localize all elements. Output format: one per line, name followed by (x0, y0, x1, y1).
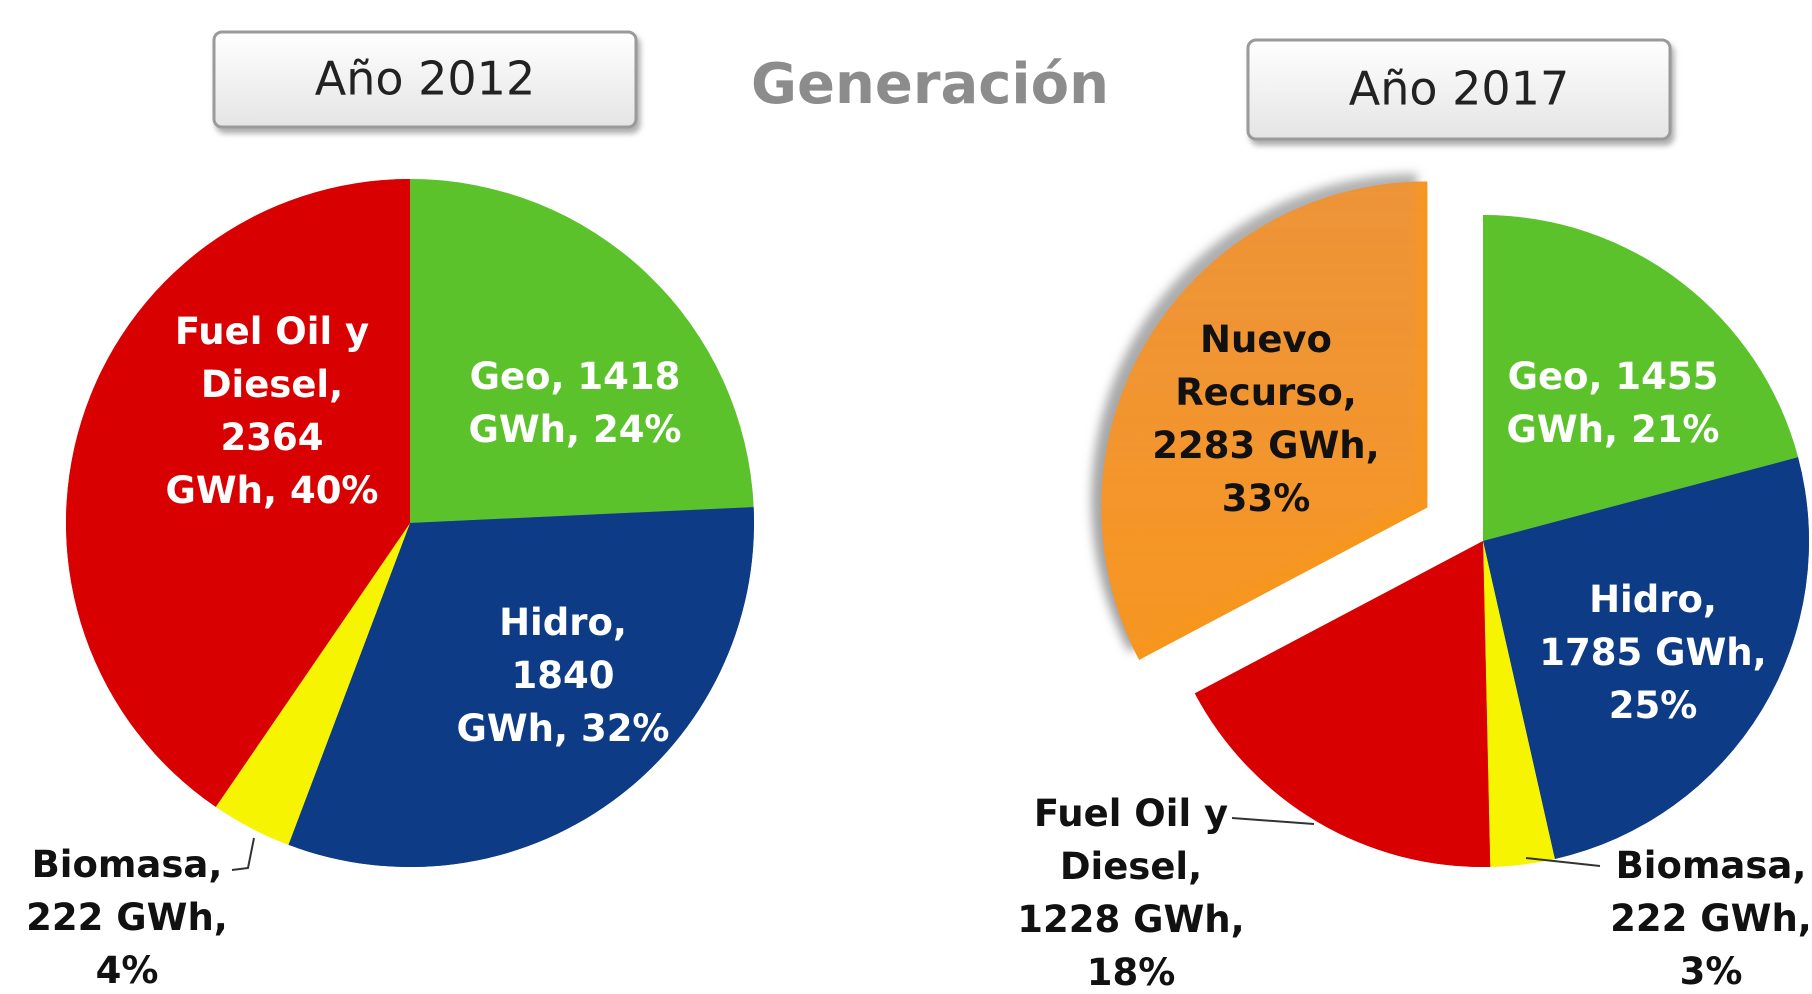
data-label: Hidro, 1840 GWh, 32% (456, 601, 669, 750)
data-label: Biomasa, 222 GWh, 4% (26, 843, 228, 992)
data-label: Fuel Oil y Diesel, 2364 GWh, 40% (165, 310, 378, 512)
data-label-line: Hidro, (499, 601, 627, 644)
data-label: Geo, 1418 GWh, 24% (468, 355, 681, 451)
leader-line (1231, 817, 1315, 825)
leader-line (231, 837, 255, 871)
data-label-line: Fuel Oil y (1034, 792, 1228, 835)
data-label-line: GWh, 24% (468, 408, 681, 451)
data-label-line: 25% (1609, 684, 1698, 727)
pie-slice (1483, 215, 1799, 541)
data-label: Biomasa, 222 GWh, 3% (1610, 844, 1812, 993)
data-label-line: Geo, 1418 (470, 355, 681, 398)
data-label-line: GWh, 40% (165, 469, 378, 512)
data-label-line: 222 GWh, (26, 896, 228, 939)
data-label-line: 18% (1087, 951, 1176, 994)
main-title: Generación (751, 52, 1109, 117)
data-label-line: Fuel Oil y (175, 310, 369, 353)
data-label-line: Geo, 1455 (1508, 355, 1719, 398)
pie-slice (1194, 541, 1491, 868)
data-label-line: 3% (1680, 950, 1743, 993)
data-label: Geo, 1455 GWh, 21% (1506, 355, 1719, 451)
pie-slice (215, 523, 410, 845)
data-label-line: Biomasa, (32, 843, 223, 886)
pie-slice (288, 507, 754, 868)
data-label-line: 1785 GWh, (1539, 631, 1766, 674)
data-label-line: 222 GWh, (1610, 897, 1812, 940)
title-box (1246, 38, 1672, 141)
data-label: Fuel Oil y Diesel, 1228 GWh, 18% (1017, 792, 1244, 994)
data-label-line: Recurso, (1175, 371, 1357, 414)
data-label-line: 33% (1222, 477, 1311, 520)
leader-line (1525, 857, 1601, 867)
data-label-line: Nuevo (1200, 318, 1332, 361)
data-label-line: 4% (96, 949, 159, 992)
data-label-line: 2283 GWh, (1152, 424, 1379, 467)
pie-slice (1483, 457, 1809, 859)
data-label-line: 1840 (512, 654, 615, 697)
data-label-line: Hidro, (1589, 578, 1717, 621)
chart-title: Año 2017 (1349, 62, 1569, 116)
data-label-line: GWh, 21% (1506, 408, 1719, 451)
title-box (212, 30, 638, 129)
pie-slice (1483, 541, 1555, 867)
data-label-line: GWh, 32% (456, 707, 669, 750)
pie-slice (410, 179, 754, 523)
data-label: Nuevo Recurso, 2283 GWh, 33% (1152, 318, 1379, 520)
data-label-line: 2364 (221, 416, 324, 459)
pie-slice (65, 179, 410, 807)
data-label-line: 1228 GWh, (1017, 898, 1244, 941)
data-label-line: Biomasa, (1616, 844, 1807, 887)
data-label-line: Diesel, (201, 363, 343, 406)
data-label: Hidro, 1785 GWh, 25% (1539, 578, 1766, 727)
chart-title: Año 2012 (315, 52, 535, 106)
pie-slice (1101, 181, 1428, 660)
data-label-line: Diesel, (1060, 845, 1202, 888)
